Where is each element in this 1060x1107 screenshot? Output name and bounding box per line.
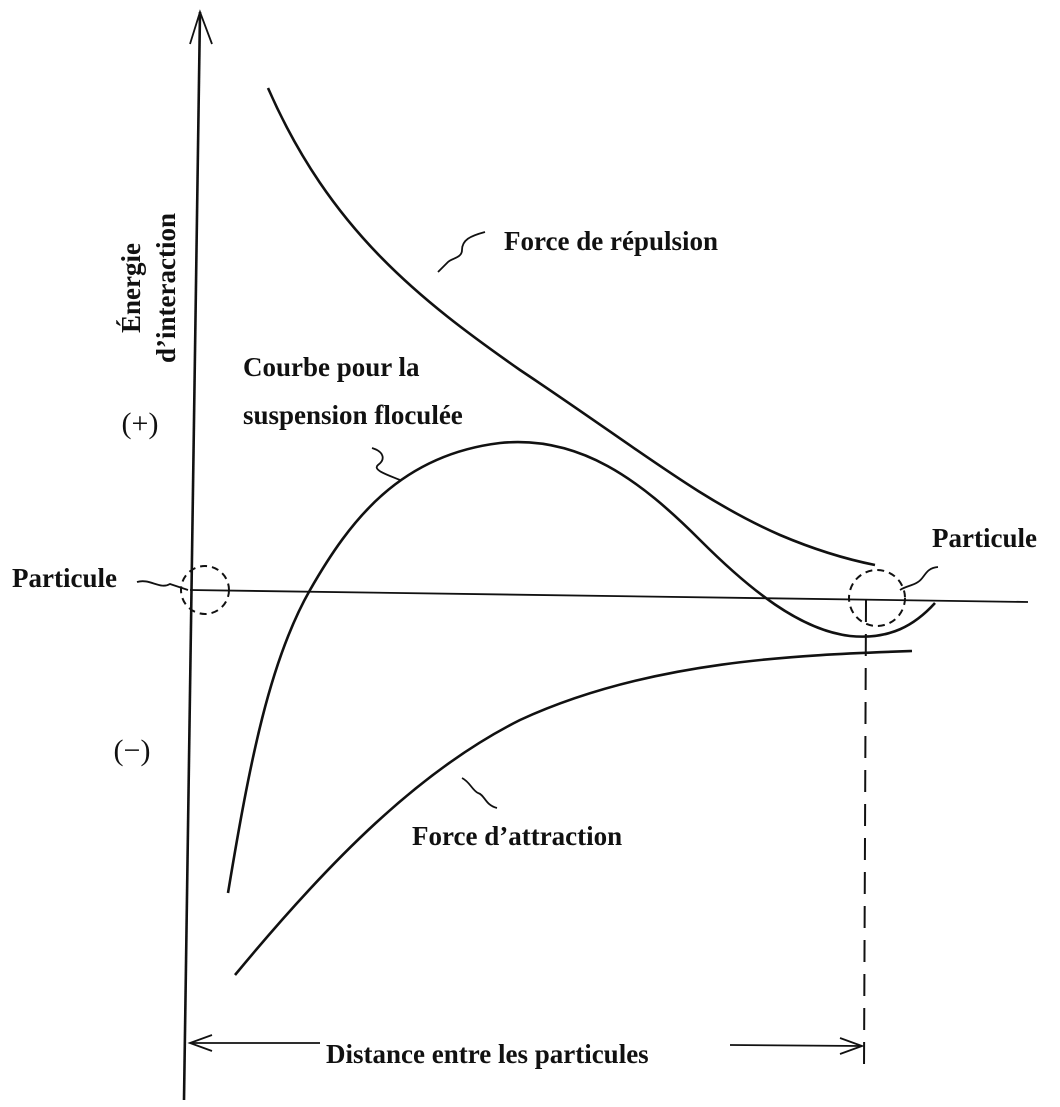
repulsion-curve — [266, 87, 876, 567]
flocculated-label: Courbe pour la — [243, 352, 420, 382]
particle-circle — [848, 569, 906, 627]
pointer — [371, 447, 401, 481]
negative-sign: (−) — [114, 734, 151, 767]
axis-arrowhead — [189, 9, 213, 45]
distance-label: Distance entre les particules — [326, 1039, 649, 1069]
particle-label: Particule — [932, 523, 1037, 553]
arrowhead — [839, 1037, 865, 1055]
arrowhead — [187, 1034, 213, 1052]
distance-drop-line — [863, 599, 867, 1071]
pointer — [437, 231, 486, 273]
distance-arrow — [729, 1044, 863, 1047]
y-axis-label: d’interaction — [151, 213, 181, 363]
repulsion-label: Force de répulsion — [504, 226, 718, 256]
pointer — [461, 777, 498, 809]
pointer — [136, 580, 189, 591]
particle-circle — [180, 565, 230, 615]
particle-label: Particule — [12, 563, 117, 593]
attraction-curve — [233, 649, 913, 976]
flocculated-curve — [226, 440, 936, 894]
y-axis-label: Énergie — [116, 243, 146, 333]
flocculated-label: suspension floculée — [243, 400, 463, 430]
vertical-axis — [182, 11, 202, 1101]
attraction-label: Force d’attraction — [412, 821, 622, 851]
pointer — [899, 566, 939, 591]
horizontal-axis — [189, 589, 1029, 603]
positive-sign: (+) — [122, 407, 159, 440]
